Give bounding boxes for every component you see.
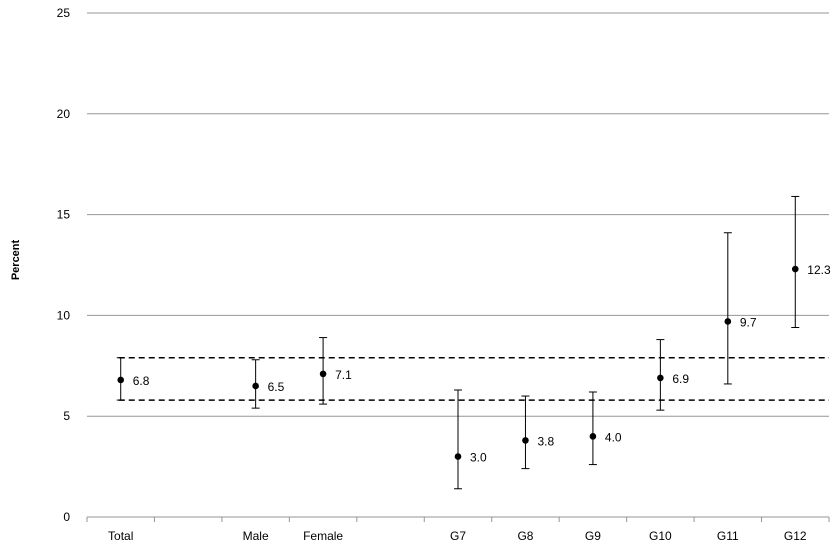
point-group-male: 6.5 bbox=[251, 359, 285, 409]
y-axis-title: Percent bbox=[10, 239, 22, 280]
y-tick-label-5: 5 bbox=[63, 409, 70, 423]
x-tick-label-g9: G9 bbox=[585, 529, 601, 543]
data-label-g8: 3.8 bbox=[537, 434, 554, 448]
data-point-female bbox=[319, 370, 327, 378]
x-tick-label-g12: G12 bbox=[784, 529, 807, 543]
data-label-male: 6.5 bbox=[268, 380, 285, 394]
data-points: 6.8 6.5 7.1 3.0 3.8 4.0 6.9 9.7 12.3 bbox=[116, 195, 831, 490]
point-group-g7: 3.0 bbox=[454, 389, 487, 490]
data-point-g7 bbox=[454, 453, 462, 460]
point-group-g10: 6.9 bbox=[656, 339, 689, 411]
point-group-total: 6.8 bbox=[116, 357, 150, 401]
point-group-g8: 3.8 bbox=[521, 395, 554, 470]
point-group-g11: 9.7 bbox=[723, 232, 757, 385]
x-axis-tick-labels: Total Male Female G7 G8 G9 G10 G11 G12 bbox=[108, 529, 807, 543]
y-tick-label-15: 15 bbox=[57, 208, 71, 222]
point-group-female: 7.1 bbox=[319, 337, 352, 405]
data-label-g11: 9.7 bbox=[740, 315, 757, 329]
grid-lines bbox=[87, 12, 829, 417]
data-point-total bbox=[117, 376, 125, 384]
x-tick-label-male: Male bbox=[243, 529, 269, 543]
data-label-g10: 6.9 bbox=[672, 372, 689, 386]
point-group-g12: 12.3 bbox=[791, 195, 831, 328]
data-label-g9: 4.0 bbox=[605, 430, 622, 444]
y-tick-label-20: 20 bbox=[57, 107, 71, 121]
data-label-female: 7.1 bbox=[335, 368, 352, 382]
data-point-g11 bbox=[724, 318, 732, 325]
data-label-total: 6.8 bbox=[133, 374, 150, 388]
data-point-g12 bbox=[791, 265, 799, 273]
data-point-g9 bbox=[589, 433, 597, 440]
data-point-g8 bbox=[522, 437, 529, 444]
y-axis-tick-labels: 0 5 10 15 20 25 bbox=[57, 6, 71, 524]
y-tick-label-10: 10 bbox=[57, 308, 71, 322]
data-point-male bbox=[252, 382, 259, 390]
data-label-g7: 3.0 bbox=[470, 451, 487, 465]
x-tick-label-female: Female bbox=[303, 529, 343, 543]
x-axis bbox=[86, 516, 830, 522]
reference-lines bbox=[118, 356, 829, 401]
x-tick-label-g7: G7 bbox=[450, 529, 466, 543]
x-tick-label-g8: G8 bbox=[517, 529, 533, 543]
data-point-g10 bbox=[657, 374, 664, 382]
data-label-g12: 12.3 bbox=[807, 263, 831, 277]
point-group-g9: 4.0 bbox=[588, 391, 622, 466]
x-tick-label-total: Total bbox=[108, 529, 133, 543]
x-tick-label-g11: G11 bbox=[717, 529, 739, 543]
y-tick-label-0: 0 bbox=[63, 510, 70, 524]
x-tick-label-g10: G10 bbox=[649, 529, 672, 543]
y-tick-label-25: 25 bbox=[57, 6, 71, 20]
